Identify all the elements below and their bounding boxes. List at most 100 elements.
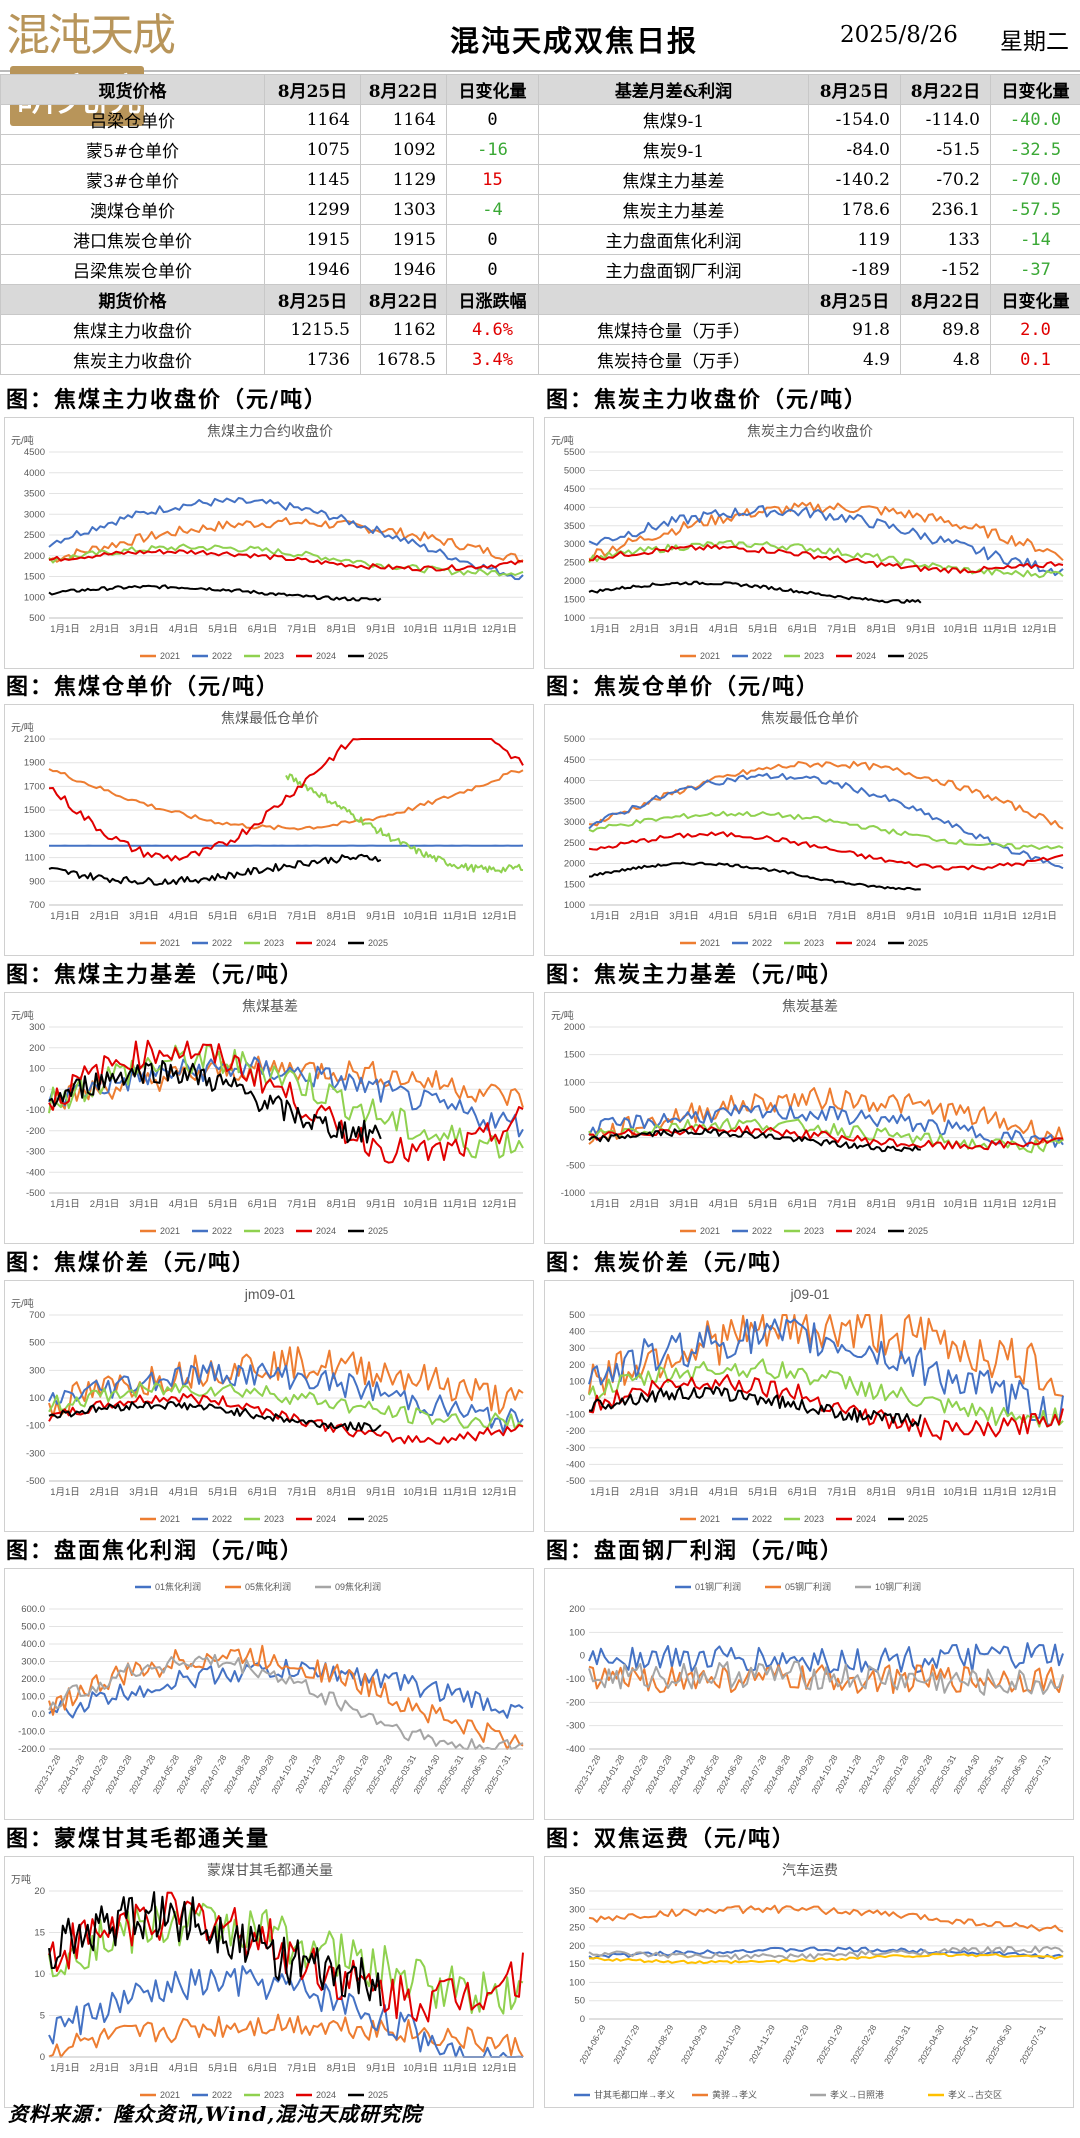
- y-tick-label: -100: [26, 1105, 45, 1116]
- x-tick-label: 5月1日: [748, 624, 778, 635]
- table-cell: 89.8: [900, 314, 991, 345]
- x-tick-label: 11月1日: [443, 911, 477, 922]
- series-line: [48, 1043, 524, 1159]
- table-cell: -70.0: [990, 164, 1080, 195]
- x-tick-label: 12月1日: [1022, 1487, 1057, 1498]
- legend-label: 2025: [368, 1226, 388, 1236]
- table-cell: 吕梁焦炭仓单价: [0, 254, 265, 285]
- x-tick-label: 11月1日: [983, 1199, 1017, 1210]
- table-cell: -189: [808, 254, 901, 285]
- y-tick-label: 1100: [25, 853, 45, 864]
- x-tick-label: 12月1日: [482, 2063, 517, 2074]
- chart-title: 焦炭主力合约收盘价: [747, 423, 873, 439]
- x-tick-label: 10月1日: [403, 624, 438, 635]
- y-tick-label: 3500: [564, 796, 585, 807]
- chart-section-title: 图：焦炭主力收盘价（元/吨）: [546, 387, 869, 413]
- x-tick-label: 3月1日: [129, 1199, 159, 1210]
- table-cell: 焦煤9-1: [538, 104, 809, 135]
- x-tick-label: 9月1日: [906, 624, 936, 635]
- report-header: 混沌天成研究院 混沌天成双焦日报 2025/8/26 星期二: [0, 0, 1080, 126]
- table-row: 蒙3#仓单价 1145 1129 15 焦煤主力基差 -140.2 -70.2 -70.0: [0, 164, 1080, 195]
- column-header: 日变化量: [446, 74, 539, 105]
- x-tick-label: 5月1日: [748, 1199, 778, 1210]
- x-tick-label: 7月1日: [827, 1487, 857, 1498]
- y-tick-label: 1300: [24, 829, 45, 840]
- table-row: 澳煤仓单价 1299 1303 -4 焦炭主力基差 178.6 236.1 -57.5: [0, 194, 1080, 225]
- table-cell: -37: [990, 254, 1080, 285]
- y-tick-label: 5500: [564, 447, 585, 458]
- series-line: [48, 584, 382, 602]
- chart-section-title: 图：盘面焦化利润（元/吨）: [6, 1538, 305, 1564]
- x-tick-label: 3月1日: [669, 624, 699, 635]
- y-tick-label: 5: [40, 2011, 45, 2022]
- y-tick-label: 400.0: [21, 1639, 45, 1650]
- chart-section-title: 图：盘面钢厂利润（元/吨）: [546, 1538, 845, 1564]
- legend-label: 2023: [264, 938, 284, 948]
- x-tick-label: 12月1日: [1022, 1199, 1057, 1210]
- table-cell: 焦炭持仓量（万手）: [538, 344, 809, 375]
- x-tick-label: 12月1日: [1022, 911, 1057, 922]
- legend-label: 2024: [316, 1226, 336, 1236]
- x-tick-label: 2月1日: [630, 911, 660, 922]
- y-tick-label: 100.0: [21, 1692, 45, 1703]
- x-tick-label: 11月1日: [983, 624, 1017, 635]
- x-tick-label: 1月1日: [590, 1199, 620, 1210]
- column-header: [538, 284, 809, 315]
- legend-label: 2022: [212, 651, 232, 661]
- x-tick-label: 1月1日: [50, 624, 80, 635]
- legend-label: 2023: [804, 938, 824, 948]
- legend-label: 2021: [700, 938, 720, 948]
- table-header-row: 期货价格 8月25日 8月22日 日涨跌幅 8月25日 8月22日 日变化量: [0, 284, 1080, 315]
- legend-label: 2025: [908, 1514, 928, 1524]
- series-line: [588, 831, 1064, 871]
- chart-svg: 2001000-100-200-300-4002023-12-282024-01…: [566, 1581, 1064, 1796]
- x-tick-label: 9月1日: [906, 1487, 936, 1498]
- y-tick-label: 1900: [24, 758, 45, 769]
- table-row: 吕梁仓单价 1164 1164 0 焦煤9-1 -154.0 -114.0 -40.0: [0, 104, 1080, 135]
- chart-title: 焦煤主力合约收盘价: [207, 423, 333, 439]
- series-line: [588, 1374, 1064, 1441]
- legend-label: 2021: [160, 1226, 180, 1236]
- legend-label: 2025: [908, 1226, 928, 1236]
- series-line: [48, 768, 524, 831]
- legend-label: 2021: [160, 651, 180, 661]
- chart-svg: 600.0 500.0 400.0 300.0 200.0 100.0 0.0 -100.0 -…: [18, 1581, 524, 1796]
- chart-panel: 图：焦煤仓单价（元/吨） 焦煤最低仓单价 元/吨 2100 1900 1700 1500 13…: [0, 672, 540, 960]
- x-tick-label: 8月1日: [327, 911, 357, 922]
- table-cell: 1915: [360, 224, 447, 255]
- x-tick-label: 8月1日: [867, 1487, 897, 1498]
- chart-panel: 图：盘面钢厂利润（元/吨） 200 100 0 -100 -200 -300 -400 2023…: [540, 1536, 1080, 1824]
- price-summary-table: 现货价格 8月25日 8月22日 日变化量 基差月差&利润 8月25日 8月22日 日变化量吕…: [0, 74, 1080, 375]
- x-tick-label: 2024-09-29: [679, 2023, 710, 2066]
- x-tick-label: 6月1日: [788, 1487, 818, 1498]
- y-axis-unit: 元/吨: [11, 1009, 34, 1022]
- table-cell: 2.0: [990, 314, 1080, 345]
- series-line: [48, 1361, 524, 1433]
- x-tick-label: 4月1日: [169, 1487, 199, 1498]
- chart-frame: 焦炭主力合约收盘价 元/吨 5500 5000 4500 4000 3500 3000 2500…: [544, 417, 1074, 669]
- x-tick-label: 4月1日: [169, 1199, 199, 1210]
- chart-panel: 图：焦炭价差（元/吨） j09-01 500 400 300 200 100 0 -100 -20…: [540, 1248, 1080, 1536]
- table-cell: -152: [900, 254, 991, 285]
- legend-label: 2023: [804, 1226, 824, 1236]
- column-header: 8月22日: [360, 74, 447, 105]
- x-tick-label: 2025-05-31: [950, 2023, 981, 2066]
- y-axis-unit: 万吨: [11, 1873, 31, 1886]
- legend-label: 05焦化利润: [245, 1581, 291, 1592]
- y-tick-label: 1000: [564, 613, 585, 624]
- series-line: [48, 738, 524, 862]
- series-line: [48, 1393, 524, 1445]
- legend-label: 2022: [752, 1226, 772, 1236]
- table-row: 焦煤主力收盘价 1215.5 1162 4.6% 焦煤持仓量（万手） 91.8 89.8 2.…: [0, 314, 1080, 345]
- table-cell: 1092: [360, 134, 447, 165]
- table-cell: -57.5: [990, 194, 1080, 225]
- x-tick-label: 6月1日: [788, 911, 818, 922]
- y-tick-label: 350: [569, 1886, 585, 1897]
- table-cell: -14: [990, 224, 1080, 255]
- y-tick-label: -100.0: [18, 1727, 45, 1738]
- x-tick-label: 2024-11-29: [747, 2023, 777, 2065]
- table-cell: 蒙5#仓单价: [0, 134, 265, 165]
